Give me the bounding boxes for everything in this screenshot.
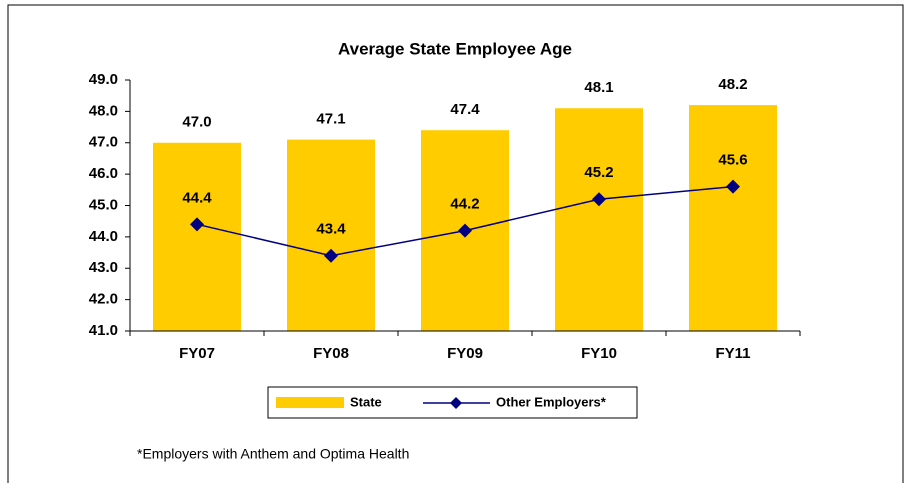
x-tick-label: FY11: [715, 345, 750, 362]
line-marker: [324, 248, 338, 263]
line-value-label: 43.4: [316, 221, 346, 238]
legend-box: [267, 386, 638, 419]
x-tick-label: FY07: [179, 345, 215, 362]
bar: [153, 142, 241, 331]
y-tick-label: 43.0: [89, 259, 118, 276]
chart-title: Average State Employee Age: [338, 39, 572, 58]
y-tick-label: 46.0: [89, 165, 118, 182]
bar-value-label: 48.2: [718, 76, 747, 93]
bar-value-label: 48.1: [584, 79, 613, 96]
line-value-label: 44.4: [182, 189, 212, 206]
legend-label: Other Employers*: [496, 394, 607, 409]
legend-swatch: [276, 397, 344, 408]
bar: [689, 105, 777, 331]
legend-marker: [450, 397, 462, 409]
line-value-label: 45.6: [718, 152, 747, 169]
y-tick-label: 41.0: [89, 322, 118, 339]
legend-label: State: [350, 394, 382, 409]
x-tick-label: FY08: [313, 345, 349, 362]
bar-value-label: 47.1: [316, 111, 345, 128]
line-value-label: 45.2: [584, 164, 613, 181]
bar: [555, 108, 643, 331]
y-tick-label: 42.0: [89, 291, 118, 308]
bar-value-label: 47.4: [450, 101, 480, 118]
x-tick-label: FY10: [581, 345, 617, 362]
y-tick-label: 47.0: [89, 134, 118, 151]
bar: [287, 139, 375, 331]
y-tick-label: 44.0: [89, 228, 118, 245]
line-value-label: 44.2: [450, 196, 479, 213]
line-marker: [190, 217, 204, 232]
line-marker: [458, 223, 472, 238]
y-tick-label: 48.0: [89, 102, 118, 119]
y-tick-label: 45.0: [89, 196, 118, 213]
chart-border: [7, 4, 904, 483]
line-marker: [726, 179, 740, 194]
bar-value-label: 47.0: [182, 114, 211, 131]
x-tick-label: FY09: [447, 345, 483, 362]
line-marker: [592, 192, 606, 207]
footnote: *Employers with Anthem and Optima Health: [137, 446, 409, 462]
y-tick-label: 49.0: [89, 71, 118, 88]
